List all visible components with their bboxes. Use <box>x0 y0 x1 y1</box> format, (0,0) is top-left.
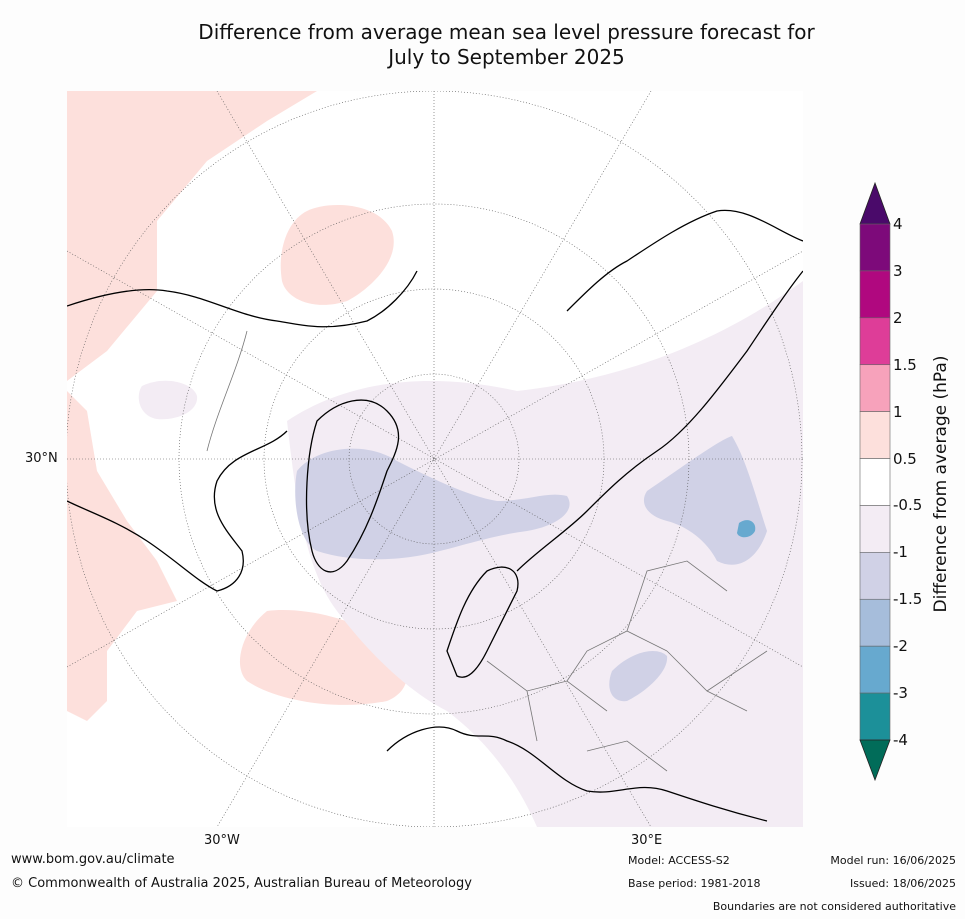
colorbar-tick-label: -4 <box>893 731 908 749</box>
footer-url[interactable]: www.bom.gov.au/climate <box>11 852 175 867</box>
colorbar-bin <box>859 645 891 694</box>
negative-anomaly-region-siberia <box>643 436 767 565</box>
colorbar-tick-label: 4 <box>893 215 903 233</box>
colorbar-bin <box>859 505 891 553</box>
colorbar-bin <box>859 692 891 741</box>
coastline-alaska-siberia <box>566 209 803 312</box>
coastline-north-america <box>67 270 418 592</box>
footer-base-period: Base period: 1981-2018 <box>628 877 761 890</box>
colorbar-bin <box>859 270 891 319</box>
meridian-border-30w <box>206 330 248 452</box>
colorbar-bin <box>859 223 891 272</box>
colorbar-bin <box>859 598 891 647</box>
colorbar-tick-label: 0.5 <box>893 449 917 468</box>
positive-anomaly-region-north <box>280 205 394 305</box>
colorbar-bin <box>859 364 891 412</box>
positive-anomaly-region-northwest <box>67 91 317 381</box>
coastline-greenland <box>305 399 400 573</box>
colorbar-bin <box>859 458 891 506</box>
weak-negative-region-small <box>138 380 198 420</box>
colorbar-tick-label: 2 <box>893 308 903 327</box>
stronger-negative-spot <box>737 520 756 538</box>
footer-issued: Issued: 18/06/2025 <box>849 877 956 890</box>
weak-negative-region-east <box>287 281 803 827</box>
coastline-eurasia-north <box>516 270 803 572</box>
colorbar-tick-label: -1.5 <box>893 590 923 609</box>
colorbar-tick-label: 3 <box>893 261 903 280</box>
border-lines <box>486 560 768 772</box>
lon-label-30e: 30°E <box>631 833 663 848</box>
footer-model: Model: ACCESS-S2 <box>628 854 730 867</box>
colorbar-tick-label: -1 <box>893 543 908 562</box>
footer-copyright: © Commonwealth of Australia 2025, Austra… <box>11 876 472 891</box>
lat-label-30n: 30°N <box>25 451 58 466</box>
colorbar-bin <box>859 317 891 366</box>
colorbar-bottom-arrow <box>859 739 891 782</box>
colorbar-top-arrow <box>859 181 891 225</box>
map-title: Difference from average mean sea level p… <box>0 20 965 70</box>
lon-label-30w: 30°W <box>204 833 240 848</box>
coastline-scandinavia <box>446 566 519 678</box>
title-line-2: July to September 2025 <box>388 45 625 69</box>
colorbar-bin <box>859 552 891 600</box>
colorbar-tick-label: 1 <box>893 402 903 421</box>
colorbar-tick-label: 1.5 <box>893 355 917 374</box>
colorbar-tick-label: -2 <box>893 637 908 656</box>
coastline-europe-south <box>386 726 768 822</box>
colorbar-tick-label: -3 <box>893 684 908 703</box>
footer-disclaimer: Boundaries are not considered authoritat… <box>712 900 956 913</box>
positive-anomaly-region-west <box>67 391 177 721</box>
pressure-anomaly-map <box>67 91 803 827</box>
colorbar <box>855 180 895 785</box>
negative-anomaly-region-caspian <box>609 651 668 702</box>
colorbar-bin <box>859 411 891 459</box>
colorbar-title: Difference from average (hPa) <box>931 355 951 613</box>
footer-model-run: Model run: 16/06/2025 <box>830 854 956 867</box>
title-line-1: Difference from average mean sea level p… <box>198 20 815 44</box>
colorbar-tick-label: -0.5 <box>893 496 923 515</box>
